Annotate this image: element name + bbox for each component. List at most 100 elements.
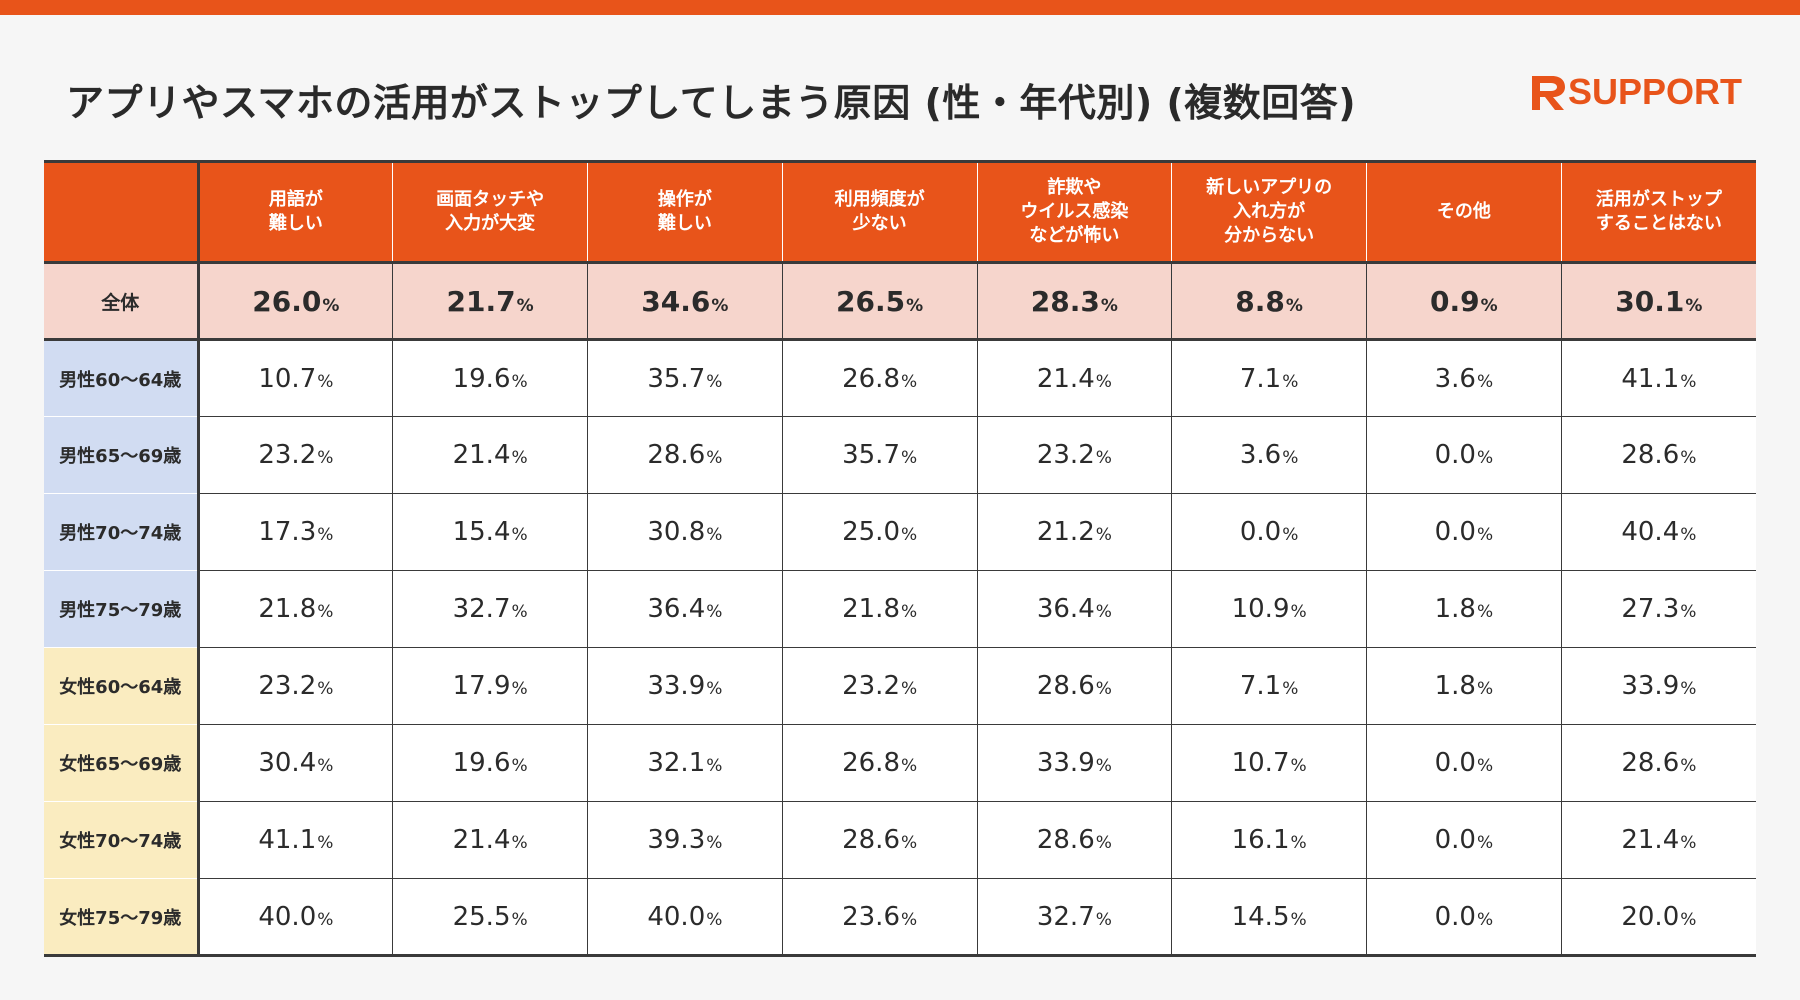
- value-number: 40.4: [1621, 517, 1680, 547]
- value-number: 0.9: [1430, 284, 1480, 318]
- percent-unit: %: [1095, 448, 1112, 468]
- percent-unit: %: [1095, 679, 1112, 699]
- value-cell: 0.0%: [1366, 493, 1562, 571]
- percent-unit: %: [317, 448, 334, 468]
- value-cell: 21.4%: [392, 416, 588, 494]
- value-number: 21.4: [1036, 363, 1095, 394]
- value-number: 30.8: [647, 517, 706, 547]
- percent-unit: %: [900, 371, 918, 392]
- percent-unit: %: [900, 679, 918, 699]
- column-header: 用語が 難しい: [198, 161, 393, 263]
- percent-unit: %: [1282, 525, 1299, 545]
- value-cell: 21.4%: [1560, 801, 1756, 879]
- value-cell: 40.0%: [197, 878, 393, 957]
- percent-unit: %: [1290, 756, 1307, 776]
- value-number: 23.6: [842, 901, 900, 932]
- value-cell: 41.1%: [197, 801, 393, 879]
- value-number: 28.3: [1030, 284, 1100, 318]
- value-cell: 30.8%: [587, 493, 783, 571]
- value-cell: 19.6%: [392, 724, 588, 802]
- percent-unit: %: [1095, 525, 1112, 545]
- percent-unit: %: [900, 602, 918, 622]
- value-number: 34.6: [641, 284, 711, 318]
- value-cell: 35.7%: [587, 339, 783, 417]
- value-number: 21.4: [1621, 825, 1680, 855]
- value-cell: 28.6%: [976, 801, 1172, 879]
- percent-unit: %: [1282, 679, 1299, 699]
- value-number: 0.0: [1434, 440, 1476, 470]
- table-row: 男性60～64歳 10.7% 19.6% 35.7% 26.8% 21.4% 7.1% 3.6…: [44, 339, 1756, 417]
- value-cell: 0.0%: [1366, 724, 1562, 802]
- percent-unit: %: [1095, 371, 1112, 392]
- value-number: 35.7: [842, 440, 900, 470]
- value-number: 16.1: [1231, 825, 1290, 855]
- row-label: 女性70～74歳: [44, 801, 200, 879]
- percent-unit: %: [900, 833, 918, 853]
- row-label: 男性75～79歳: [44, 570, 200, 648]
- percent-unit: %: [1476, 525, 1494, 545]
- value-cell: 21.4%: [392, 801, 588, 879]
- value-number: 36.4: [1036, 594, 1095, 624]
- value-number: 28.6: [1621, 440, 1680, 470]
- column-header: 活用がストップ することはない: [1560, 161, 1756, 263]
- value-number: 27.3: [1621, 594, 1680, 624]
- value-number: 20.0: [1621, 901, 1680, 932]
- table-row: 女性70～74歳 41.1% 21.4% 39.3% 28.6% 28.6% 16.1% 0.…: [44, 801, 1756, 879]
- value-number: 19.6: [452, 748, 511, 778]
- value-cell: 41.1%: [1560, 339, 1756, 417]
- value-cell: 30.4%: [197, 724, 393, 802]
- page-title: アプリやスマホの活用がストップしてしまう原因 (性・年代別) (複数回答): [66, 81, 1357, 125]
- value-number: 23.2: [1036, 440, 1095, 470]
- value-number: 28.6: [842, 825, 900, 855]
- table-row: 全体 26.0% 21.7% 34.6% 26.5% 28.3% 8.8% 0.9% 30.1%: [44, 261, 1756, 341]
- value-cell: 28.6%: [1560, 416, 1756, 494]
- value-number: 15.4: [452, 517, 511, 547]
- percent-unit: %: [1476, 679, 1494, 699]
- percent-unit: %: [1480, 295, 1498, 316]
- value-cell: 23.2%: [197, 416, 393, 494]
- value-number: 26.5: [836, 284, 906, 318]
- percent-unit: %: [1476, 371, 1494, 392]
- percent-unit: %: [1095, 909, 1112, 930]
- column-header: 新しいアプリの 入れ方が 分からない: [1171, 161, 1367, 263]
- corner-cell: [44, 161, 200, 263]
- value-number: 7.1: [1239, 363, 1282, 394]
- value-number: 32.7: [1036, 901, 1095, 932]
- value-cell: 0.0%: [1366, 801, 1562, 879]
- value-cell: 39.3%: [587, 801, 783, 879]
- row-label: 男性65～69歳: [44, 416, 200, 494]
- value-number: 41.1: [1621, 363, 1680, 394]
- value-number: 10.9: [1231, 594, 1290, 624]
- percent-unit: %: [1100, 295, 1118, 316]
- logo-wordmark: SUPPORT: [1568, 71, 1743, 112]
- row-label: 女性65～69歳: [44, 724, 200, 802]
- value-cell: 0.0%: [1171, 493, 1367, 571]
- column-header: 画面タッチや 入力が大変: [392, 161, 588, 263]
- table-row: 女性65～69歳 30.4% 19.6% 32.1% 26.8% 33.9% 10.7% 0.…: [44, 724, 1756, 802]
- value-cell: 26.8%: [781, 724, 977, 802]
- column-header: 利用頻度が 少ない: [781, 161, 977, 263]
- value-number: 23.2: [842, 671, 900, 701]
- value-cell: 27.3%: [1560, 570, 1756, 648]
- percent-unit: %: [1285, 295, 1303, 316]
- percent-unit: %: [1095, 833, 1112, 853]
- percent-unit: %: [1476, 756, 1494, 776]
- value-cell: 10.9%: [1171, 570, 1367, 648]
- value-number: 28.6: [1036, 825, 1095, 855]
- percent-unit: %: [1095, 602, 1112, 622]
- value-cell: 21.7%: [392, 261, 588, 341]
- column-header: その他: [1366, 161, 1562, 263]
- value-cell: 21.4%: [976, 339, 1172, 417]
- value-number: 7.1: [1239, 671, 1282, 701]
- value-number: 21.4: [452, 440, 511, 470]
- value-cell: 20.0%: [1560, 878, 1756, 957]
- percent-unit: %: [1095, 756, 1112, 776]
- percent-unit: %: [706, 909, 723, 930]
- value-cell: 36.4%: [587, 570, 783, 648]
- value-number: 32.7: [452, 594, 511, 624]
- percent-unit: %: [1476, 909, 1494, 930]
- row-label: 女性75～79歳: [44, 878, 200, 957]
- row-label: 全体: [44, 261, 200, 341]
- percent-unit: %: [1680, 371, 1697, 392]
- value-cell: 23.2%: [976, 416, 1172, 494]
